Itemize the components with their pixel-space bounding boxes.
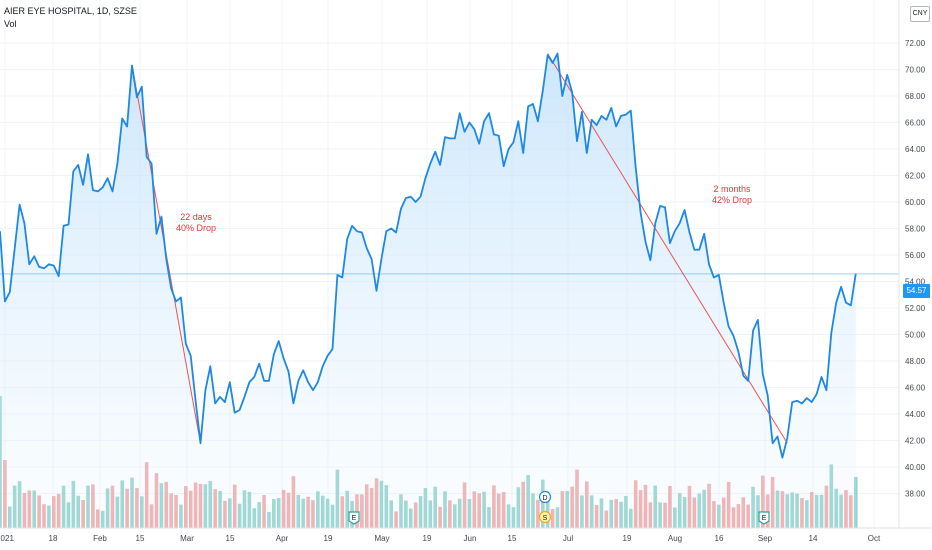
time-tick-label: Apr (276, 534, 289, 543)
price-axis: 38.00 40.00 42.00 44.00 46.00 48.00 50.00 52.00… (905, 39, 926, 499)
time-tick-label: 19 (324, 534, 333, 543)
annotation-months: 2 months (713, 184, 751, 194)
price-tick-label: 56.00 (905, 251, 926, 260)
annotation-drop: 40% Drop (175, 223, 217, 233)
event-marker-label: D (542, 495, 547, 502)
time-tick-label: Jul (563, 534, 573, 543)
earnings-marker (348, 511, 360, 525)
annotation-days: 22 days (180, 212, 212, 222)
price-tick-label: 40.00 (905, 463, 926, 472)
time-tick-label: Aug (668, 534, 682, 543)
annotation-drop: 42% Drop (711, 195, 753, 205)
time-tick-label: 14 (809, 534, 818, 543)
price-tick-label: 50.00 (905, 331, 926, 340)
price-tick-label: 72.00 (905, 39, 926, 48)
earnings-marker (758, 511, 770, 525)
time-tick-label: May (374, 534, 389, 543)
price-tick-label: 54.00 (905, 278, 926, 287)
price-tick-label: 52.00 (905, 304, 926, 313)
price-tick-label: 48.00 (905, 357, 926, 366)
price-tick-label: 62.00 (905, 172, 926, 181)
price-tick-label: 64.00 (905, 145, 926, 154)
trend-line (547, 53, 788, 444)
time-tick-label: 16 (715, 534, 724, 543)
event-marker-label: S (543, 515, 548, 522)
time-tick-label: 18 (49, 534, 58, 543)
dividend-marker (538, 490, 552, 504)
currency-badge[interactable]: CNY (910, 6, 930, 22)
price-tick-label: 68.00 (905, 92, 926, 101)
symbol-title[interactable]: AIER EYE HOSPITAL, 1D, SZSE (4, 6, 137, 16)
time-tick-label: 19 (623, 534, 632, 543)
time-tick-label: 2021 (0, 534, 14, 543)
legend: AIER EYE HOSPITAL, 1D, SZSE Vol (4, 5, 137, 31)
last-price-tag: 54.57 (903, 284, 930, 298)
price-tick-label: 42.00 (905, 437, 926, 446)
price-tick-label: 46.00 (905, 384, 926, 393)
price-area-fill (0, 53, 856, 528)
annotation-second-drop: 2 months 42% Drop (709, 184, 755, 206)
price-tick-label: 66.00 (905, 119, 926, 128)
volume-indicator-label[interactable]: Vol (4, 19, 17, 29)
event-marker-label: E (762, 515, 767, 522)
split-marker (538, 510, 552, 524)
time-tick-label: 15 (508, 534, 517, 543)
event-markers: E D S E (348, 490, 770, 525)
time-tick-label: Oct (868, 534, 881, 543)
price-tick-label: 60.00 (905, 198, 926, 207)
time-tick-label: Jun (464, 534, 477, 543)
time-tick-label: 15 (136, 534, 145, 543)
time-tick-label: Feb (93, 534, 107, 543)
time-axis: 2021 18 Feb 15 Mar 15 Apr 19 May 19 Jun 15 Jul 19 Aug 1… (0, 534, 881, 543)
price-line (0, 52, 857, 459)
time-tick-label: Sep (758, 534, 773, 543)
event-marker-label: E (352, 515, 357, 522)
price-tick-label: 44.00 (905, 410, 926, 419)
price-tick-label: 38.00 (905, 490, 926, 499)
annotation-first-drop: 22 days 40% Drop (175, 212, 217, 234)
price-tick-label: 70.00 (905, 66, 926, 75)
price-tick-label: 58.00 (905, 225, 926, 234)
time-tick-label: Mar (180, 534, 194, 543)
time-tick-label: 15 (226, 534, 235, 543)
time-tick-label: 19 (423, 534, 432, 543)
